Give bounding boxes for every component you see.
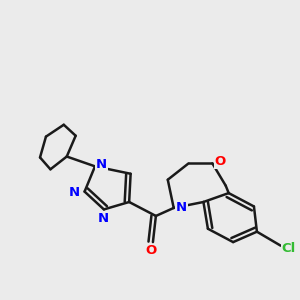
Text: Cl: Cl bbox=[281, 242, 296, 255]
Text: N: N bbox=[68, 186, 80, 199]
Text: N: N bbox=[96, 158, 107, 171]
Text: O: O bbox=[215, 155, 226, 168]
Text: O: O bbox=[145, 244, 156, 257]
Text: N: N bbox=[176, 201, 187, 214]
Text: N: N bbox=[98, 212, 109, 225]
